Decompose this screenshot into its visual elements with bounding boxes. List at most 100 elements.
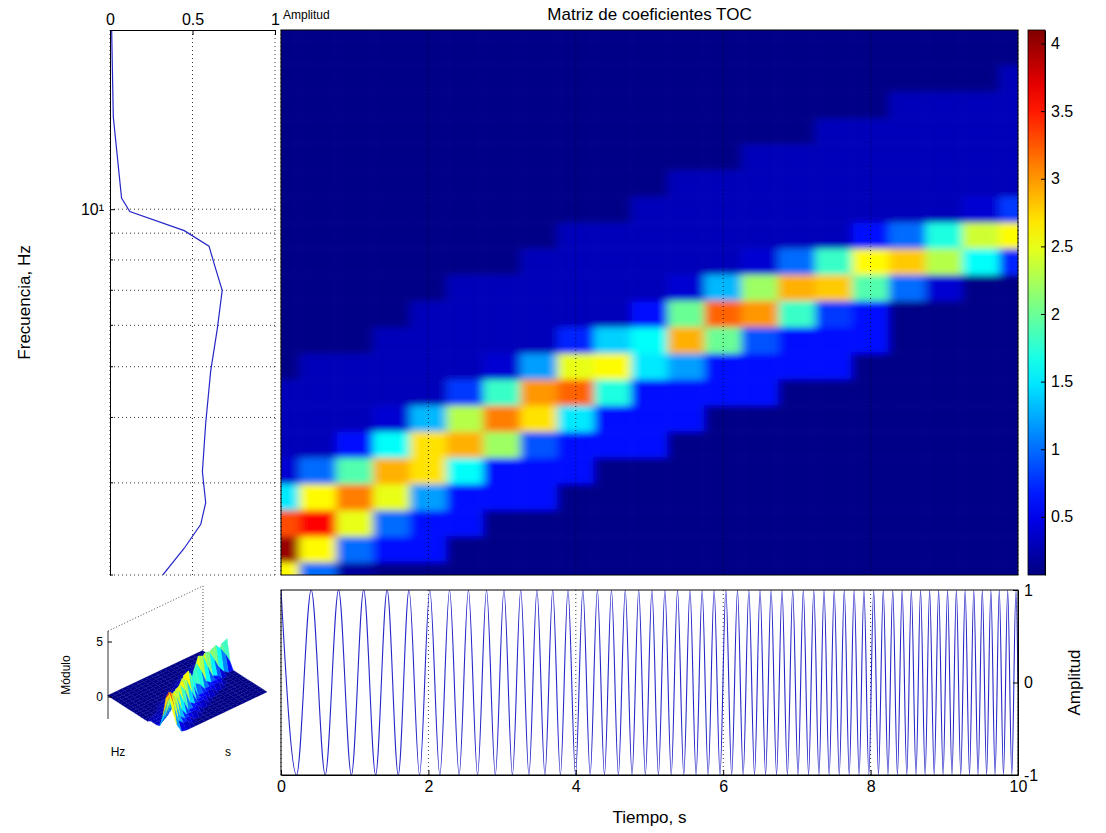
cell <box>889 222 926 248</box>
cell <box>926 379 963 405</box>
box-edge <box>108 586 203 631</box>
cell <box>373 144 410 170</box>
cell <box>447 379 484 405</box>
signal <box>281 590 1018 775</box>
cell <box>889 39 926 65</box>
cell <box>336 510 373 536</box>
cell <box>631 92 668 118</box>
cell <box>815 196 852 222</box>
cell <box>299 562 336 575</box>
cell <box>594 458 631 484</box>
cell <box>926 144 963 170</box>
cell <box>631 65 668 92</box>
cell <box>889 118 926 144</box>
cell <box>815 92 852 118</box>
cell <box>594 222 631 248</box>
cell <box>668 562 705 575</box>
tick-mark <box>1041 179 1045 180</box>
tick: 2.5 <box>1041 238 1073 255</box>
tick-label: 1 <box>1051 441 1060 458</box>
tick-mark <box>871 770 872 775</box>
cell <box>594 196 631 222</box>
spectrum-axis: 00.51 <box>106 11 280 35</box>
cell <box>668 249 705 275</box>
cell <box>889 458 926 484</box>
axis-title: Amplitud <box>283 8 330 22</box>
cell <box>484 30 521 39</box>
cell <box>889 405 926 431</box>
cell <box>963 458 1000 484</box>
cell <box>336 405 373 431</box>
cell <box>631 510 668 536</box>
cell <box>926 405 963 431</box>
cell <box>963 222 1000 248</box>
cell <box>742 275 779 301</box>
cell <box>521 275 558 301</box>
cell <box>484 432 521 458</box>
tick-label: 0 <box>106 11 115 28</box>
cell <box>778 562 815 575</box>
tick: 4 <box>1041 35 1060 52</box>
cell <box>299 536 336 562</box>
cell <box>447 118 484 144</box>
cell <box>521 379 558 405</box>
axis-line <box>110 31 111 576</box>
cell <box>926 510 963 536</box>
cell <box>815 432 852 458</box>
heatmap <box>281 30 1018 575</box>
tick-mark <box>281 770 282 775</box>
tick: 4 <box>572 770 581 795</box>
title: Matriz de coeficientes TOC <box>547 5 751 24</box>
tick: 1 <box>271 11 280 35</box>
cell <box>373 222 410 248</box>
minor-tick <box>110 366 113 367</box>
cell <box>521 405 558 431</box>
tick-label: 4 <box>1051 35 1060 52</box>
cell <box>668 536 705 562</box>
cell <box>336 327 373 353</box>
cell <box>815 353 852 379</box>
cell <box>521 30 558 39</box>
cell <box>557 301 594 327</box>
cell <box>594 144 631 170</box>
cell <box>852 432 889 458</box>
cell <box>484 144 521 170</box>
cell <box>281 510 299 536</box>
cell <box>299 405 336 431</box>
cell <box>668 222 705 248</box>
cell <box>281 562 299 575</box>
tick-mark <box>1041 382 1045 383</box>
cell <box>1000 536 1018 562</box>
cell <box>926 458 963 484</box>
cell <box>521 196 558 222</box>
cell <box>668 39 705 65</box>
cell <box>815 144 852 170</box>
cell <box>963 353 1000 379</box>
cell <box>778 327 815 353</box>
cell <box>815 30 852 39</box>
tick-mark <box>1041 314 1045 315</box>
cell <box>889 144 926 170</box>
cell <box>668 118 705 144</box>
cell <box>299 249 336 275</box>
cell <box>852 170 889 196</box>
cell <box>963 170 1000 196</box>
tick-label: 8 <box>867 778 876 795</box>
cell <box>963 30 1000 39</box>
grid-line <box>110 417 275 418</box>
cell <box>778 249 815 275</box>
cell <box>1000 39 1018 65</box>
cell <box>631 118 668 144</box>
cell <box>281 170 299 196</box>
cell <box>557 379 594 405</box>
cell <box>373 170 410 196</box>
cell <box>963 484 1000 510</box>
cell <box>521 301 558 327</box>
cell <box>594 327 631 353</box>
surface-thumbnail: 05MóduloHzs <box>59 586 267 759</box>
axis-title: Tiempo, s <box>612 808 686 827</box>
cell <box>1000 379 1018 405</box>
cell <box>926 353 963 379</box>
cell <box>668 275 705 301</box>
cell <box>484 458 521 484</box>
